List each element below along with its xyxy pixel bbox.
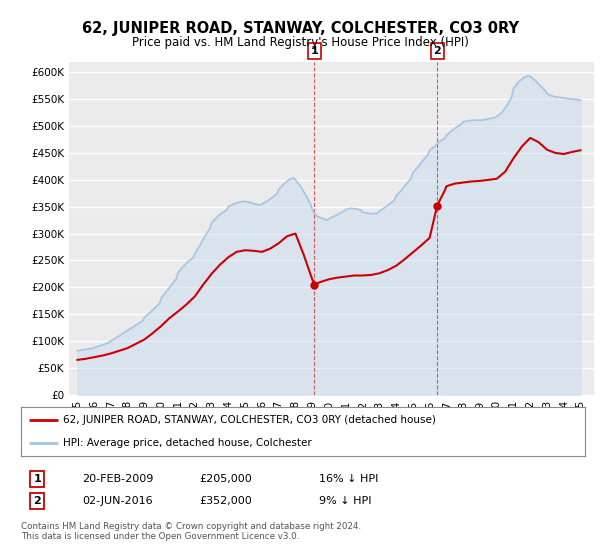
Text: 1: 1	[34, 474, 41, 484]
Text: Contains HM Land Registry data © Crown copyright and database right 2024.
This d: Contains HM Land Registry data © Crown c…	[21, 522, 361, 542]
Text: HPI: Average price, detached house, Colchester: HPI: Average price, detached house, Colc…	[64, 438, 312, 448]
Text: 20-FEB-2009: 20-FEB-2009	[82, 474, 154, 484]
Text: 9% ↓ HPI: 9% ↓ HPI	[319, 496, 372, 506]
Text: 02-JUN-2016: 02-JUN-2016	[82, 496, 153, 506]
Text: Price paid vs. HM Land Registry's House Price Index (HPI): Price paid vs. HM Land Registry's House …	[131, 36, 469, 49]
Text: £352,000: £352,000	[199, 496, 252, 506]
Text: 1: 1	[311, 46, 318, 56]
Text: 62, JUNIPER ROAD, STANWAY, COLCHESTER, CO3 0RY (detached house): 62, JUNIPER ROAD, STANWAY, COLCHESTER, C…	[64, 416, 436, 426]
Text: £205,000: £205,000	[199, 474, 252, 484]
Text: 2: 2	[433, 46, 441, 56]
Text: 2: 2	[34, 496, 41, 506]
Text: 62, JUNIPER ROAD, STANWAY, COLCHESTER, CO3 0RY: 62, JUNIPER ROAD, STANWAY, COLCHESTER, C…	[82, 21, 518, 36]
Text: 16% ↓ HPI: 16% ↓ HPI	[319, 474, 379, 484]
